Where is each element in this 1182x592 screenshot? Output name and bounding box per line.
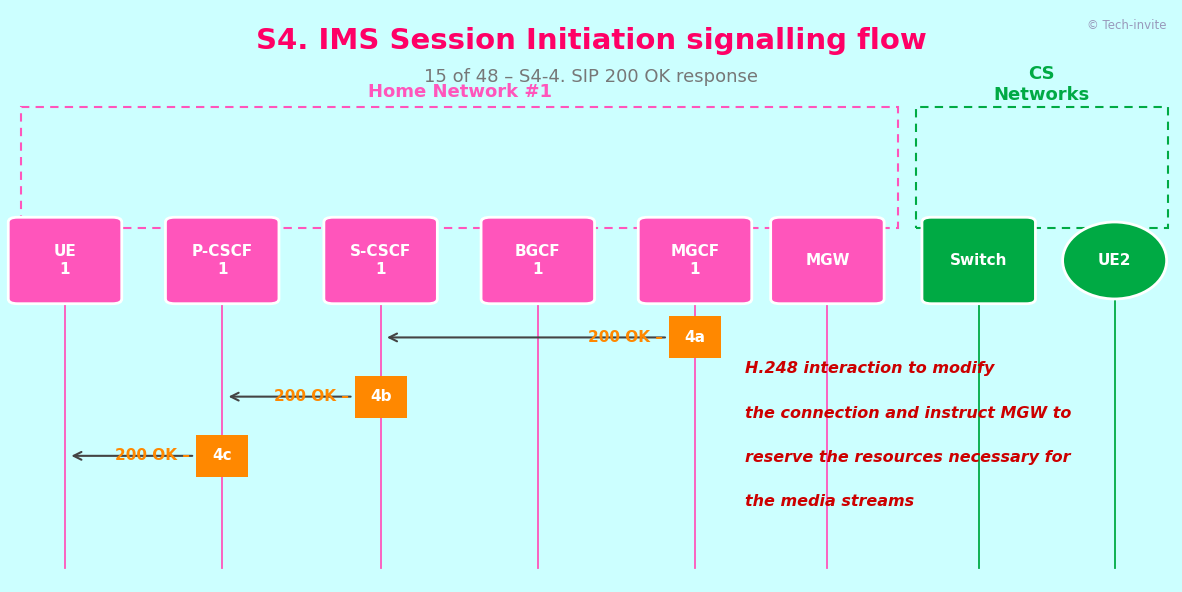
- FancyBboxPatch shape: [638, 217, 752, 304]
- Text: Home Network #1: Home Network #1: [368, 83, 552, 101]
- FancyBboxPatch shape: [922, 217, 1035, 304]
- Text: P-CSCF
1: P-CSCF 1: [191, 244, 253, 276]
- Text: S4. IMS Session Initiation signalling flow: S4. IMS Session Initiation signalling fl…: [255, 27, 927, 56]
- Text: MGW: MGW: [805, 253, 850, 268]
- Text: 200 OK –: 200 OK –: [589, 330, 663, 345]
- Text: the media streams: the media streams: [745, 494, 914, 509]
- Text: MGCF
1: MGCF 1: [670, 244, 720, 276]
- FancyBboxPatch shape: [669, 317, 721, 359]
- Bar: [21, 107, 898, 228]
- Text: Switch: Switch: [950, 253, 1007, 268]
- FancyBboxPatch shape: [196, 435, 248, 477]
- Text: S-CSCF
1: S-CSCF 1: [350, 244, 411, 276]
- FancyBboxPatch shape: [324, 217, 437, 304]
- Text: 15 of 48 – S4-4. SIP 200 OK response: 15 of 48 – S4-4. SIP 200 OK response: [424, 68, 758, 86]
- FancyBboxPatch shape: [165, 217, 279, 304]
- Text: H.248 interaction to modify: H.248 interaction to modify: [745, 361, 994, 376]
- Text: 200 OK –: 200 OK –: [116, 448, 190, 464]
- Text: CS
Networks: CS Networks: [994, 65, 1090, 104]
- Text: UE2: UE2: [1098, 253, 1131, 268]
- FancyBboxPatch shape: [8, 217, 122, 304]
- Ellipse shape: [1063, 222, 1167, 299]
- Text: 200 OK –: 200 OK –: [274, 389, 349, 404]
- FancyBboxPatch shape: [355, 376, 407, 418]
- FancyBboxPatch shape: [481, 217, 595, 304]
- Bar: [916, 107, 1168, 228]
- FancyBboxPatch shape: [771, 217, 884, 304]
- Text: reserve the resources necessary for: reserve the resources necessary for: [745, 450, 1070, 465]
- Text: BGCF
1: BGCF 1: [515, 244, 560, 276]
- Text: 4c: 4c: [213, 448, 232, 464]
- Text: © Tech-invite: © Tech-invite: [1087, 19, 1167, 32]
- Text: 4b: 4b: [370, 389, 391, 404]
- Text: UE
1: UE 1: [53, 244, 77, 276]
- Text: the connection and instruct MGW to: the connection and instruct MGW to: [745, 406, 1071, 420]
- Text: 4a: 4a: [684, 330, 706, 345]
